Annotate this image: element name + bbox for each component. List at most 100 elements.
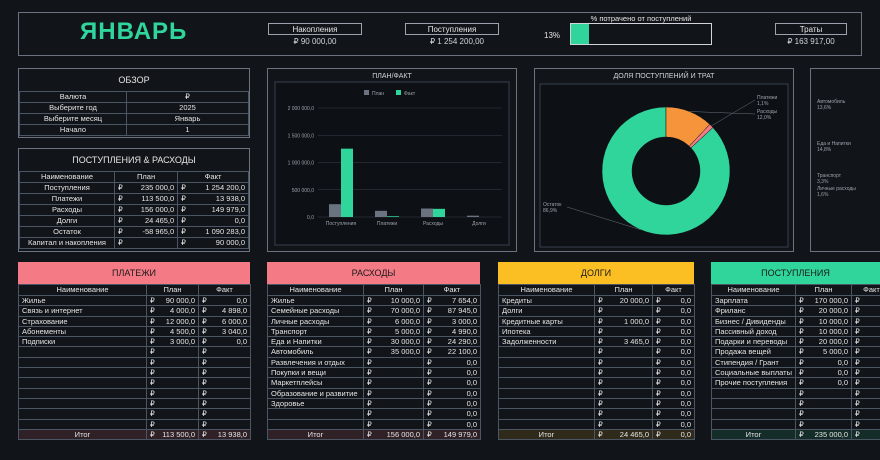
incomes-row-plan[interactable] [805, 397, 852, 410]
debts-row-name[interactable]: Кредитные карты [498, 315, 595, 327]
payments-row-fact[interactable] [208, 397, 251, 410]
expenses-row-fact[interactable]: 0,0 [433, 387, 481, 399]
payments-row-fact[interactable]: 0,0 [208, 294, 251, 307]
debts-row-fact[interactable]: 0,0 [662, 397, 695, 410]
debts-row-name[interactable] [498, 387, 595, 399]
payments-row-plan[interactable] [156, 387, 199, 399]
incomes-row-fact[interactable] [861, 356, 880, 369]
payments-row-fact[interactable] [208, 346, 251, 358]
expenses-row-fact[interactable]: 0,0 [433, 408, 481, 420]
payments-row-name[interactable]: Абонементы [18, 325, 147, 338]
debts-row-name[interactable] [498, 408, 595, 420]
expenses-row-name[interactable]: Еда и Напитки [267, 336, 364, 348]
debts-row-fact[interactable]: 0,0 [662, 367, 695, 379]
payments-row-name[interactable]: Подписки [18, 336, 147, 348]
payments-row-name[interactable] [18, 397, 147, 410]
payments-row-plan[interactable]: 3 000,0 [156, 336, 199, 348]
expenses-row-plan[interactable]: 35 000,0 [373, 346, 424, 358]
debts-row-plan[interactable] [604, 325, 653, 338]
payments-row-name[interactable] [18, 387, 147, 399]
debts-row-name[interactable]: Ипотека [498, 325, 595, 338]
expenses-row-plan[interactable] [373, 387, 424, 399]
expenses-row-name[interactable]: Жилье [267, 294, 364, 307]
payments-row-plan[interactable] [156, 397, 199, 410]
debts-row-plan[interactable]: 20 000,0 [604, 294, 653, 307]
debts-row-fact[interactable]: 0,0 [662, 315, 695, 327]
debts-row-plan[interactable] [604, 356, 653, 369]
debts-row-name[interactable] [498, 418, 595, 430]
overview-value[interactable]: 1 [126, 124, 249, 136]
expenses-row-fact[interactable]: 0,0 [433, 418, 481, 430]
expenses-row-plan[interactable]: 10 000,0 [373, 294, 424, 307]
incomes-row-name[interactable]: Фриланс [711, 305, 796, 317]
expenses-row-plan[interactable] [373, 367, 424, 379]
expenses-row-name[interactable]: Здоровье [267, 397, 364, 410]
debts-row-plan[interactable]: 1 000,0 [604, 315, 653, 327]
payments-row-plan[interactable] [156, 408, 199, 420]
incomes-row-name[interactable] [711, 418, 796, 430]
expenses-row-name[interactable]: Покупки и вещи [267, 367, 364, 379]
debts-row-name[interactable] [498, 367, 595, 379]
payments-row-plan[interactable] [156, 418, 199, 430]
incomes-row-name[interactable]: Зарплата [711, 294, 796, 307]
payments-row-fact[interactable]: 3 040,0 [208, 325, 251, 338]
incomes-row-name[interactable] [711, 408, 796, 420]
payments-row-plan[interactable] [156, 377, 199, 389]
expenses-row-fact[interactable]: 7 654,0 [433, 294, 481, 307]
expenses-row-fact[interactable]: 24 290,0 [433, 336, 481, 348]
payments-row-plan[interactable] [156, 356, 199, 369]
expenses-row-fact[interactable]: 0,0 [433, 377, 481, 389]
incomes-row-plan[interactable] [805, 418, 852, 430]
debts-row-plan[interactable] [604, 408, 653, 420]
incomes-row-fact[interactable] [861, 367, 880, 379]
expenses-row-plan[interactable] [373, 356, 424, 369]
incomes-row-fact[interactable] [861, 305, 880, 317]
expenses-row-fact[interactable]: 0,0 [433, 397, 481, 410]
expenses-row-fact[interactable]: 22 100,0 [433, 346, 481, 358]
expenses-row-name[interactable] [267, 418, 364, 430]
expenses-row-name[interactable]: Образование и развитие [267, 387, 364, 399]
debts-row-fact[interactable]: 0,0 [662, 336, 695, 348]
incomes-row-name[interactable] [711, 387, 796, 399]
incomes-row-fact[interactable] [861, 325, 880, 338]
incomes-row-name[interactable]: Бизнес / Дивиденды [711, 315, 796, 327]
debts-row-plan[interactable] [604, 387, 653, 399]
expenses-row-plan[interactable] [373, 418, 424, 430]
payments-row-plan[interactable]: 4 500,0 [156, 325, 199, 338]
incomes-row-plan[interactable]: 0,0 [805, 356, 852, 369]
expenses-row-plan[interactable] [373, 397, 424, 410]
debts-row-fact[interactable]: 0,0 [662, 325, 695, 338]
debts-row-plan[interactable] [604, 418, 653, 430]
incomes-row-fact[interactable] [861, 336, 880, 348]
expenses-row-name[interactable] [267, 408, 364, 420]
debts-row-name[interactable]: Долги [498, 305, 595, 317]
incomes-row-plan[interactable]: 170 000,0 [805, 294, 852, 307]
payments-row-name[interactable]: Жилье [18, 294, 147, 307]
debts-row-fact[interactable]: 0,0 [662, 356, 695, 369]
incomes-row-plan[interactable] [805, 408, 852, 420]
payments-row-name[interactable]: Страхование [18, 315, 147, 327]
incomes-row-fact[interactable] [861, 294, 880, 307]
expenses-row-name[interactable]: Автомобиль [267, 346, 364, 358]
payments-row-fact[interactable] [208, 418, 251, 430]
debts-row-fact[interactable]: 0,0 [662, 305, 695, 317]
expenses-row-name[interactable]: Транспорт [267, 325, 364, 338]
overview-value[interactable]: ₽ [126, 91, 249, 103]
incomes-row-fact[interactable] [861, 377, 880, 389]
payments-row-plan[interactable] [156, 367, 199, 379]
expenses-row-fact[interactable]: 0,0 [433, 367, 481, 379]
expenses-row-plan[interactable]: 6 000,0 [373, 315, 424, 327]
incomes-row-name[interactable]: Социальные выплаты [711, 367, 796, 379]
payments-row-plan[interactable] [156, 346, 199, 358]
overview-value[interactable]: 2025 [126, 102, 249, 114]
debts-row-plan[interactable] [604, 397, 653, 410]
debts-row-name[interactable] [498, 377, 595, 389]
incomes-row-name[interactable]: Подарки и переводы [711, 336, 796, 348]
incomes-row-name[interactable]: Стипендия / Грант [711, 356, 796, 369]
expenses-row-name[interactable]: Личные расходы [267, 315, 364, 327]
incomes-row-plan[interactable]: 5 000,0 [805, 346, 852, 358]
payments-row-fact[interactable] [208, 377, 251, 389]
debts-row-name[interactable] [498, 346, 595, 358]
expenses-row-fact[interactable]: 3 000,0 [433, 315, 481, 327]
incomes-row-plan[interactable]: 0,0 [805, 377, 852, 389]
